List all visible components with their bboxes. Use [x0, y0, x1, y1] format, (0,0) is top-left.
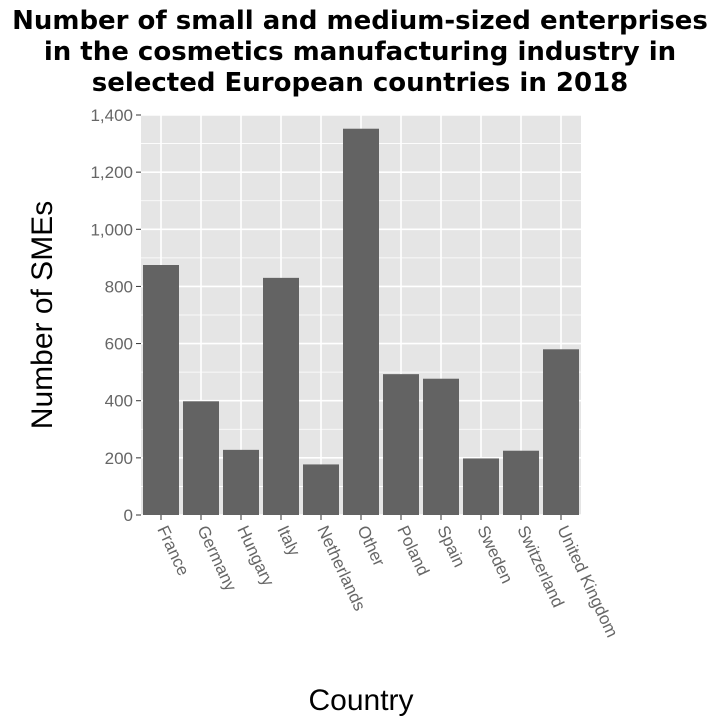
x-tick-label: Poland: [393, 523, 433, 579]
x-tick-label: United Kingdom: [553, 523, 621, 641]
y-tick-label: 400: [105, 392, 133, 411]
chart-title-line-1: Number of small and medium-sized enterpr…: [12, 6, 708, 36]
y-tick-label: 1,000: [90, 220, 133, 239]
x-tick-label: Italy: [273, 523, 304, 560]
bar-france: [143, 265, 179, 515]
bar-united-kingdom: [543, 349, 579, 515]
chart-title-line-3: selected European countries in 2018: [92, 68, 629, 98]
x-axis-title: Country: [308, 684, 413, 717]
y-axis: 0 200 400 600 800 1,000 1,200 1,400: [90, 106, 141, 525]
bar-spain: [423, 378, 459, 515]
bar-poland: [383, 374, 419, 515]
x-tick-label: France: [153, 523, 193, 579]
chart-title: Number of small and medium-sized enterpr…: [12, 6, 708, 98]
bar-sweden: [463, 458, 499, 515]
bar-italy: [263, 277, 299, 515]
x-tick-label: Sweden: [473, 523, 516, 587]
x-tick-label: Germany: [193, 523, 240, 595]
x-tick-label: Spain: [433, 523, 469, 570]
bar-other: [343, 128, 379, 515]
bar-hungary: [223, 449, 259, 515]
bar-switzerland: [503, 450, 539, 515]
bar-germany: [183, 401, 219, 515]
y-tick-label: 200: [105, 449, 133, 468]
x-tick-label: Other: [353, 523, 388, 570]
y-tick-label: 1,400: [90, 106, 133, 125]
y-tick-label: 800: [105, 277, 133, 296]
x-tick-label: Hungary: [233, 523, 278, 590]
chart-title-line-2: in the cosmetics manufacturing industry …: [44, 37, 676, 67]
y-tick-label: 1,200: [90, 163, 133, 182]
bars: [143, 128, 579, 515]
y-tick-label: 600: [105, 335, 133, 354]
bar-netherlands: [303, 464, 339, 515]
y-axis-title: Number of SMEs: [26, 201, 59, 429]
y-tick-label: 0: [124, 506, 133, 525]
